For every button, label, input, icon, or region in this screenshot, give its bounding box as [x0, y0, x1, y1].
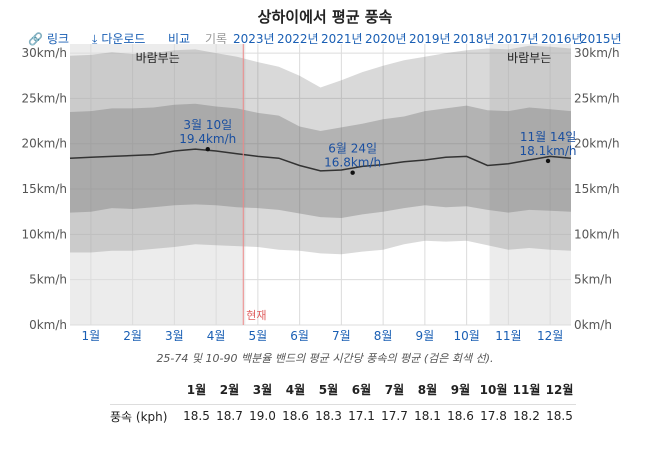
annotation-point	[350, 170, 355, 175]
table-header-month: 1월	[186, 382, 207, 397]
table-cell: 17.7	[378, 404, 411, 427]
table-header-month: 12월	[545, 382, 574, 397]
table-cell: 17.8	[477, 404, 510, 427]
y-tick-label-right: 5km/h	[574, 273, 612, 287]
annotation-date: 3월 10일	[183, 118, 232, 132]
annotation-value: 16.8km/h	[324, 156, 381, 170]
table-header-month: 8월	[417, 382, 438, 397]
year-2023-link[interactable]: 2023년	[233, 32, 275, 46]
wind-speed-chart: 현재 바람부는 바람부는 0km/h 0km/h 5km/h 5km/h 10km/h 10km…	[21, 44, 620, 343]
y-tick-label-left: 15km/h	[21, 182, 67, 196]
y-tick-label-right: 10km/h	[574, 227, 620, 241]
windy-period-shade	[489, 44, 571, 325]
year-2021-link[interactable]: 2021년	[321, 32, 363, 46]
table-header-row: 1월 2월 3월 4월 5월 6월 7월 8월 9월 10월 11월 12월	[110, 380, 576, 398]
y-tick-label-left: 5km/h	[29, 273, 67, 287]
month-label: 12월	[537, 329, 563, 343]
month-label: 8월	[374, 329, 393, 343]
month-label: 2월	[123, 329, 142, 343]
month-label: 4월	[207, 329, 226, 343]
y-tick-label-right: 15km/h	[574, 182, 620, 196]
table-cell: 19.0	[246, 404, 279, 427]
table-cell: 18.6	[279, 404, 312, 427]
table-cell: 18.7	[213, 404, 246, 427]
year-2018-link[interactable]: 2018년	[453, 32, 495, 46]
band-10-90	[70, 45, 571, 255]
y-tick-label-right: 30km/h	[574, 46, 620, 60]
average-line	[69, 148, 572, 172]
year-2017-link[interactable]: 2017년	[497, 32, 539, 46]
table-row-label: 풍속 (kph)	[110, 404, 180, 427]
download-icon: ⤓	[92, 32, 98, 46]
windy-label: 바람부는	[136, 51, 180, 65]
table-header-month: 9월	[450, 382, 471, 397]
month-label: 1월	[82, 329, 101, 343]
table-cell: 18.5	[180, 404, 213, 427]
table-cell: 18.6	[444, 404, 477, 427]
month-label: 11월	[495, 329, 521, 343]
compare-button[interactable]: 비교	[168, 32, 191, 46]
month-label: 6월	[290, 329, 309, 343]
table-cell: 18.3	[312, 404, 345, 427]
download-label: 다운로드	[101, 32, 146, 46]
annotation-point	[205, 146, 210, 152]
now-label: 현재	[246, 309, 266, 322]
band-25-75	[70, 103, 571, 218]
link-icon: 🔗	[28, 32, 43, 46]
year-2015-link[interactable]: 2015년	[580, 32, 622, 46]
month-label: 10월	[453, 329, 479, 343]
annotation-value: 19.4km/h	[179, 132, 236, 146]
toolbar: 🔗 링크 ⤓ 다운로드 비교 기록 2023년 2022년 2021년 2020년 …	[0, 30, 650, 46]
y-tick-label-left: 20km/h	[21, 137, 67, 151]
table-header-month: 10월	[479, 382, 508, 397]
table-header-month: 7월	[384, 382, 405, 397]
download-button[interactable]: ⤓ 다운로드	[92, 30, 145, 47]
y-tick-label-left: 25km/h	[21, 91, 67, 105]
table-header-month: 11월	[512, 382, 541, 397]
year-2020-link[interactable]: 2020년	[365, 32, 407, 46]
page-title: 상하이에서 평균 풍속	[257, 8, 393, 26]
table-header-month: 5월	[318, 382, 339, 397]
history-label: 기록	[205, 32, 228, 46]
annotation-date: 6월 24일	[328, 142, 377, 156]
year-2019-link[interactable]: 2019년	[409, 32, 451, 46]
table-header-month: 6월	[351, 382, 372, 397]
table-cell: 18.1	[411, 404, 444, 427]
monthly-wind-table: 1월 2월 3월 4월 5월 6월 7월 8월 9월 10월 11월 12월 풍…	[110, 380, 576, 427]
year-2016-link[interactable]: 2016년	[541, 32, 583, 46]
y-tick-label-right: 25km/h	[574, 91, 620, 105]
link-label: 링크	[46, 32, 70, 46]
month-label: 9월	[416, 329, 435, 343]
month-label: 7월	[332, 329, 351, 343]
month-label: 3월	[165, 329, 184, 343]
table-header-month: 2월	[219, 382, 240, 397]
y-tick-label-right: 20km/h	[574, 137, 620, 151]
y-tick-label-right: 0km/h	[574, 318, 612, 332]
table-header-month: 4월	[285, 382, 306, 397]
table-cell: 18.5	[543, 404, 576, 427]
y-tick-label-left: 10km/h	[21, 227, 67, 241]
table-header-month: 3월	[252, 382, 273, 397]
year-2022-link[interactable]: 2022년	[277, 32, 319, 46]
annotation-value: 18.1km/h	[520, 144, 577, 158]
table-cell: 17.1	[345, 404, 378, 427]
annotation-date: 11월 14일	[520, 130, 576, 144]
table-row: 풍속 (kph) 18.5 18.7 19.0 18.6 18.3 17.1 1…	[110, 404, 576, 427]
windy-label: 바람부는	[507, 51, 551, 65]
month-label: 5월	[249, 329, 268, 343]
table-corner	[110, 380, 180, 398]
link-button[interactable]: 🔗 링크	[28, 30, 69, 47]
y-tick-label-left: 0km/h	[29, 318, 67, 332]
chart-caption: 25-74 및 10-90 백분율 밴드의 평균 시간당 풍속의 평균 (검은 …	[156, 352, 494, 365]
annotation-point	[545, 158, 551, 164]
table-cell: 18.2	[510, 404, 543, 427]
y-tick-label-left: 30km/h	[21, 46, 67, 60]
